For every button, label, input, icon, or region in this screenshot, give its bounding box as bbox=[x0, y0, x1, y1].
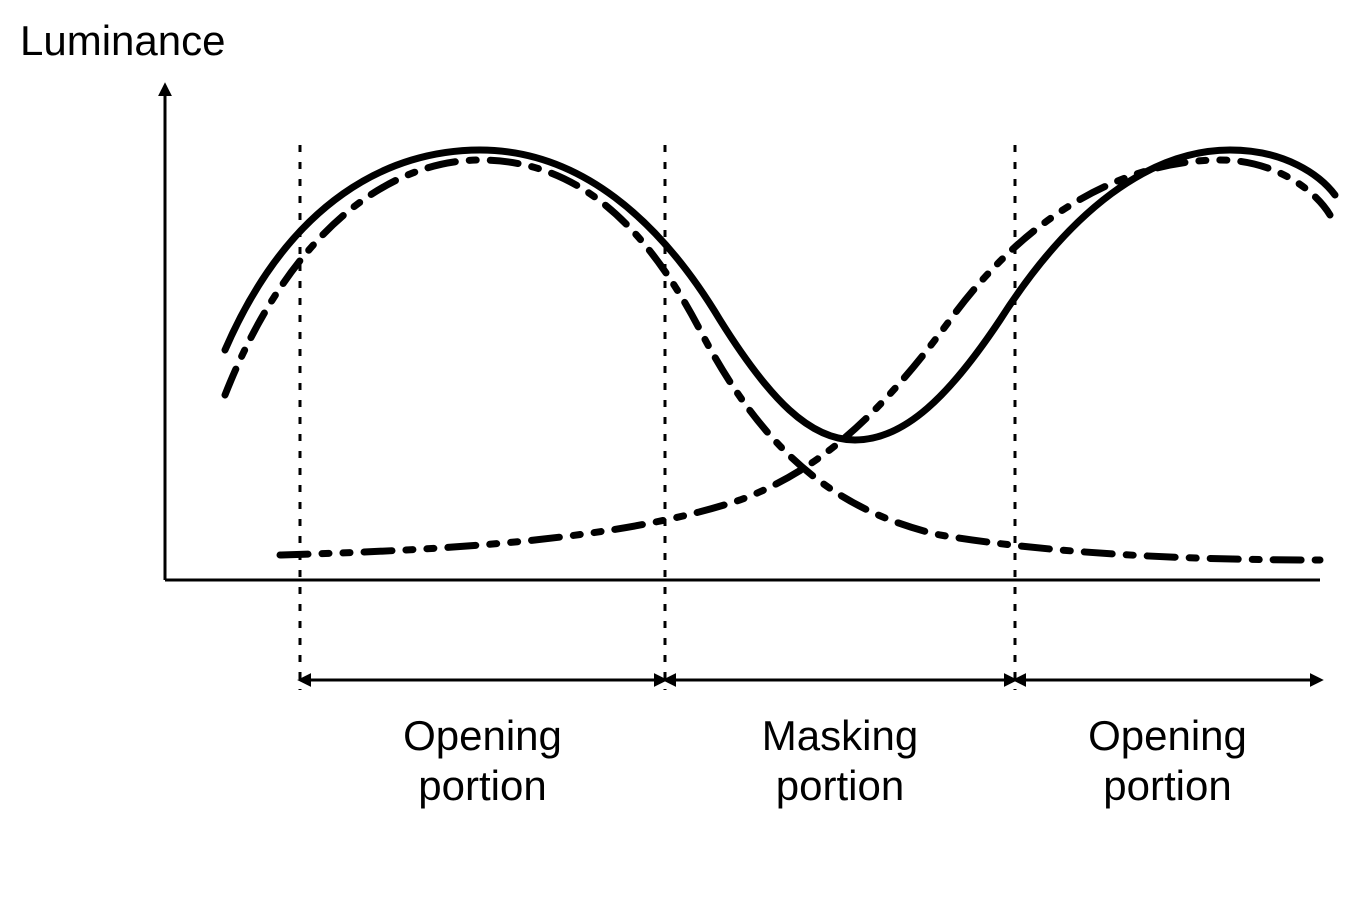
y-axis-label: Luminance bbox=[20, 17, 225, 64]
curve-solid bbox=[225, 150, 1335, 440]
region-label-bottom-0: portion bbox=[418, 762, 546, 809]
region-label-top-0: Opening bbox=[403, 712, 562, 759]
region-label-top-1: Masking bbox=[762, 712, 918, 759]
region-label-bottom-2: portion bbox=[1103, 762, 1231, 809]
region-label-top-2: Opening bbox=[1088, 712, 1247, 759]
luminance-diagram: LuminanceOpeningportionMaskingportionOpe… bbox=[0, 0, 1347, 902]
region-label-bottom-1: portion bbox=[776, 762, 904, 809]
curve-dashdotdot bbox=[280, 160, 1330, 555]
curve-dashdot bbox=[225, 160, 1320, 560]
